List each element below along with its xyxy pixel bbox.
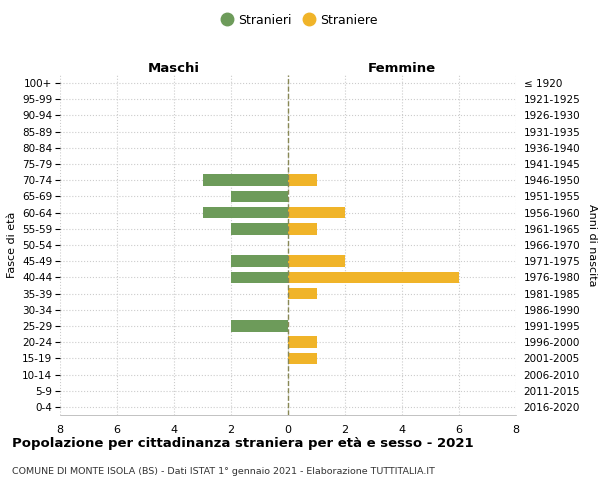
Bar xyxy=(231,320,288,332)
Bar xyxy=(288,288,317,300)
Bar xyxy=(203,174,288,186)
Text: COMUNE DI MONTE ISOLA (BS) - Dati ISTAT 1° gennaio 2021 - Elaborazione TUTTITALI: COMUNE DI MONTE ISOLA (BS) - Dati ISTAT … xyxy=(12,468,435,476)
Bar xyxy=(231,256,288,267)
Y-axis label: Anni di nascita: Anni di nascita xyxy=(587,204,597,286)
Bar xyxy=(203,207,288,218)
Text: Popolazione per cittadinanza straniera per età e sesso - 2021: Popolazione per cittadinanza straniera p… xyxy=(12,438,473,450)
Bar xyxy=(288,352,317,364)
Bar xyxy=(231,272,288,283)
Bar xyxy=(231,190,288,202)
Bar xyxy=(288,174,317,186)
Bar xyxy=(231,223,288,234)
Text: Maschi: Maschi xyxy=(148,62,200,75)
Bar xyxy=(288,256,345,267)
Y-axis label: Fasce di età: Fasce di età xyxy=(7,212,17,278)
Bar xyxy=(288,223,317,234)
Legend: Stranieri, Straniere: Stranieri, Straniere xyxy=(217,8,383,32)
Bar xyxy=(288,207,345,218)
Bar xyxy=(288,336,317,348)
Bar xyxy=(288,272,459,283)
Text: Femmine: Femmine xyxy=(368,62,436,75)
